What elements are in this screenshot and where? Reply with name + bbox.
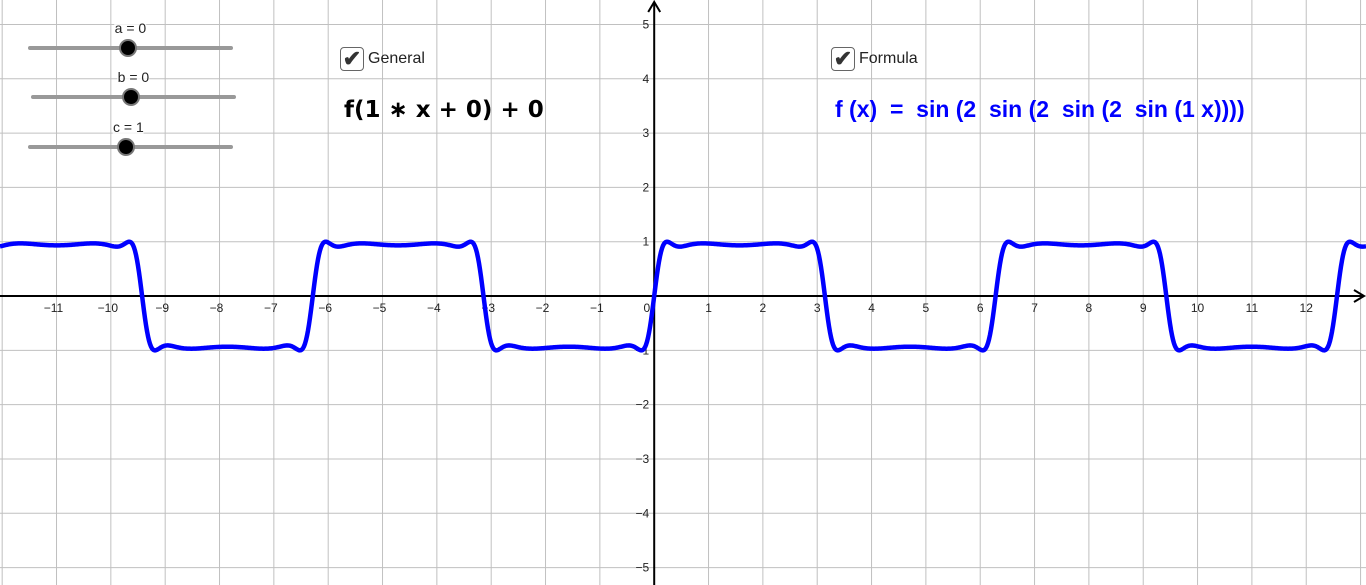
x-tick-label: −5 <box>373 301 387 315</box>
x-tick-label: −4 <box>427 301 441 315</box>
slider-c-handle[interactable] <box>117 138 136 156</box>
x-tick-label: 4 <box>868 301 875 315</box>
x-tick-label: −9 <box>155 301 169 315</box>
function-curve[interactable] <box>0 239 1366 353</box>
slider-b-label: b = 0 <box>117 69 150 85</box>
x-tick-label: −11 <box>44 301 64 315</box>
slider-a-label: a = 0 <box>114 20 147 36</box>
x-tick-label: 6 <box>977 301 984 315</box>
checkbox-box[interactable]: ✔ <box>340 46 364 71</box>
formula-checkbox[interactable]: ✔ Formula <box>831 46 918 71</box>
x-tick-label: −7 <box>264 301 278 315</box>
x-tick-label: 0 <box>644 301 651 315</box>
x-tick-label: 2 <box>760 301 767 315</box>
y-tick-label: 5 <box>643 17 650 31</box>
y-tick-label: −2 <box>636 398 650 412</box>
slider-c-label: c = 1 <box>113 119 144 135</box>
x-tick-label: 11 <box>1246 301 1259 315</box>
x-tick-label: −1 <box>590 301 604 315</box>
checkbox-box[interactable]: ✔ <box>831 46 855 71</box>
x-tick-label: 12 <box>1300 301 1314 315</box>
x-tick-label: 3 <box>814 301 821 315</box>
checkmark-icon: ✔ <box>833 46 853 71</box>
x-tick-label: 9 <box>1140 301 1147 315</box>
y-tick-label: −3 <box>636 452 650 466</box>
x-tick-label: −10 <box>98 301 119 315</box>
y-tick-label: −5 <box>636 561 650 575</box>
y-axis-arrow-icon <box>647 0 662 13</box>
x-tick-label: −6 <box>318 301 332 315</box>
function-formula-text: f (x) = sin (2 sin (2 sin (2 sin (1 x)))… <box>835 96 1245 122</box>
y-tick-label: −4 <box>636 506 650 520</box>
checkmark-icon: ✔ <box>342 46 362 71</box>
x-tick-label: 10 <box>1191 301 1205 315</box>
y-tick-label: 4 <box>643 72 650 86</box>
x-tick-label: 8 <box>1086 301 1093 315</box>
x-tick-label: −8 <box>210 301 224 315</box>
y-tick-label: 1 <box>643 235 650 249</box>
x-tick-label: 5 <box>923 301 930 315</box>
y-tick-label: 3 <box>643 126 650 140</box>
slider-b-handle[interactable] <box>122 88 141 106</box>
x-tick-label: 7 <box>1031 301 1038 315</box>
general-formula-text: f(1 ∗ x + 0) + 0 <box>344 97 544 123</box>
slider-a-handle[interactable] <box>119 39 138 57</box>
x-tick-label: 1 <box>705 301 712 315</box>
general-checkbox-label: General <box>368 50 425 67</box>
y-tick-label: 2 <box>643 180 650 194</box>
general-checkbox[interactable]: ✔ General <box>340 46 425 71</box>
formula-checkbox-label: Formula <box>859 50 918 67</box>
x-tick-label: −2 <box>536 301 550 315</box>
x-axis-arrow-icon <box>1353 289 1366 303</box>
